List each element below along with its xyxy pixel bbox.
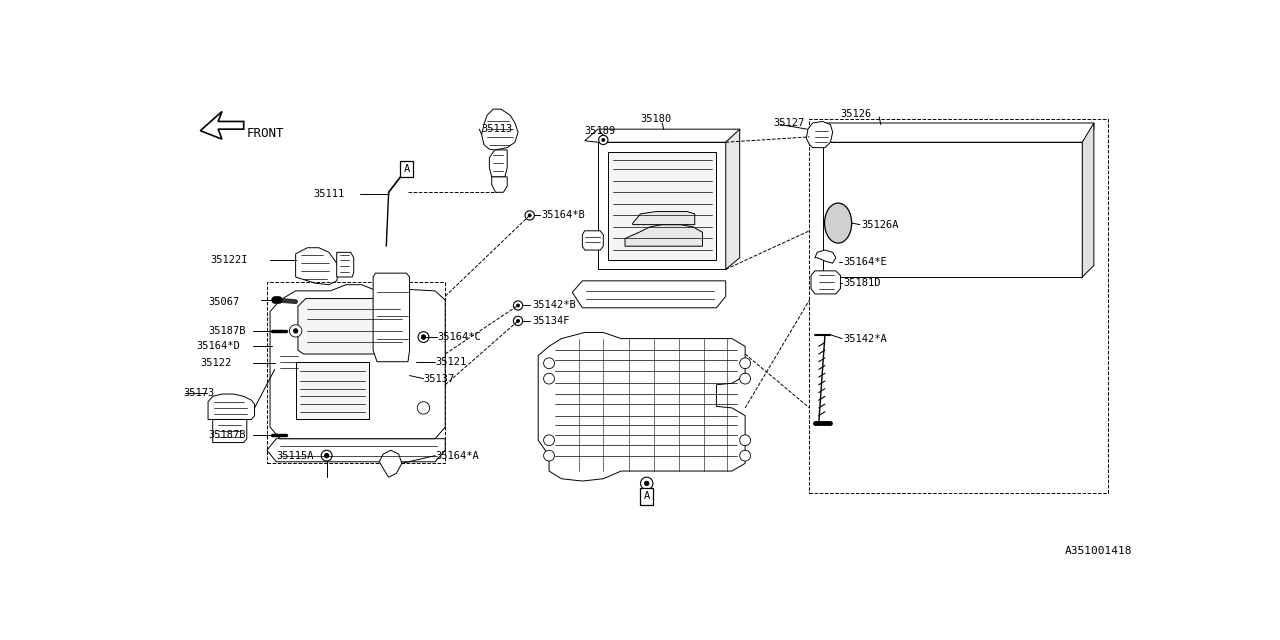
Polygon shape [374,273,410,362]
Text: 35067: 35067 [209,296,239,307]
Text: 35134F: 35134F [532,316,570,326]
Text: A: A [644,492,650,502]
Polygon shape [598,142,726,269]
Circle shape [544,358,554,369]
Polygon shape [608,152,717,260]
Circle shape [544,451,554,461]
Circle shape [289,324,302,337]
Polygon shape [212,419,247,442]
Circle shape [513,301,522,310]
Polygon shape [572,281,726,308]
Text: 35142*B: 35142*B [532,301,576,310]
Text: 35164*B: 35164*B [541,211,585,220]
Text: 35113: 35113 [481,124,513,134]
Polygon shape [298,298,407,354]
Circle shape [421,335,426,339]
Polygon shape [275,350,303,373]
Circle shape [513,316,522,326]
Polygon shape [812,271,841,294]
Polygon shape [815,250,836,263]
Polygon shape [806,122,833,148]
Text: 35164*E: 35164*E [844,257,887,267]
Text: 35111: 35111 [314,189,344,199]
Text: 35164*C: 35164*C [438,332,481,342]
Text: 35180: 35180 [640,114,672,124]
Text: 35115A: 35115A [276,451,314,461]
Text: FRONT: FRONT [247,127,284,140]
Circle shape [529,214,531,217]
Text: 35164*A: 35164*A [435,451,479,461]
Circle shape [740,435,750,445]
Text: 35189: 35189 [585,125,616,136]
Text: 35137: 35137 [424,374,454,383]
Text: A: A [403,164,410,174]
Circle shape [275,344,280,349]
Polygon shape [379,451,402,477]
Text: 35187B: 35187B [209,326,246,336]
Ellipse shape [824,203,851,243]
Polygon shape [337,252,353,277]
Circle shape [740,358,750,369]
Circle shape [293,328,298,333]
Text: 35122: 35122 [200,358,232,368]
Text: 35164*D: 35164*D [196,341,241,351]
Circle shape [271,340,284,353]
Polygon shape [1083,123,1094,277]
Circle shape [517,319,520,323]
Polygon shape [268,438,445,462]
Circle shape [324,453,329,458]
Text: 35187B: 35187B [209,430,246,440]
Polygon shape [812,123,1094,142]
Circle shape [544,373,554,384]
Circle shape [544,435,554,445]
Circle shape [517,304,520,307]
Circle shape [419,332,429,342]
Polygon shape [489,150,507,177]
Circle shape [321,451,332,461]
Polygon shape [296,362,369,419]
Polygon shape [296,248,338,285]
Circle shape [599,135,608,145]
Text: 35173: 35173 [183,387,215,397]
Polygon shape [585,129,740,142]
Text: 35127: 35127 [774,118,805,128]
Text: 35122I: 35122I [210,255,248,265]
Circle shape [640,477,653,490]
Circle shape [740,451,750,461]
Polygon shape [632,212,695,225]
Polygon shape [492,177,507,192]
Text: 35126A: 35126A [861,220,899,230]
Polygon shape [209,394,255,419]
Text: 35121: 35121 [435,356,466,367]
Polygon shape [582,231,603,250]
Circle shape [740,373,750,384]
Polygon shape [823,142,1083,277]
Circle shape [417,402,430,414]
Polygon shape [726,129,740,269]
Polygon shape [625,225,703,246]
Text: 35126: 35126 [841,109,872,119]
Text: 35142*A: 35142*A [844,333,887,344]
Polygon shape [200,111,243,139]
Circle shape [644,481,649,486]
Polygon shape [270,285,445,438]
Text: A351001418: A351001418 [1065,546,1133,556]
Polygon shape [481,109,518,150]
Circle shape [602,138,605,141]
Text: 35181D: 35181D [844,278,881,288]
Polygon shape [538,332,745,481]
Circle shape [525,211,534,220]
